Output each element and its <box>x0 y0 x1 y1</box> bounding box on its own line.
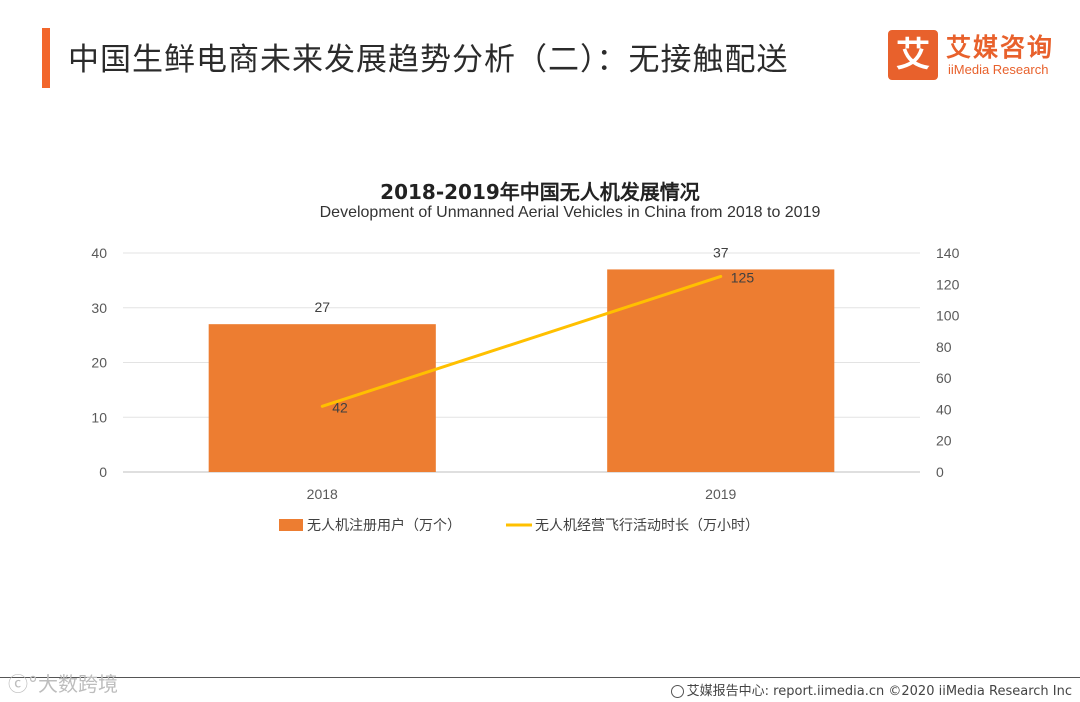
footer-source-text: 艾媒报告中心: report.iimedia.cn ©2020 iiMedia … <box>686 684 1072 699</box>
line-data-label: 42 <box>332 399 348 415</box>
iimedia-logo: 艾 艾媒咨询 iiMedia Research <box>888 28 1073 82</box>
bar-data-label: 37 <box>713 244 729 260</box>
right-axis-tick-label: 20 <box>936 433 952 449</box>
right-axis-tick-label: 0 <box>936 464 944 480</box>
x-axis-tick-label: 2019 <box>705 486 736 502</box>
footer-divider <box>0 677 1080 678</box>
page-title: 中国生鲜电商未来发展趋势分析（二）：无接触配送 <box>68 42 789 78</box>
line-series <box>320 274 723 408</box>
logo-mark: 艾 <box>888 30 938 80</box>
legend-label-bar: 无人机注册用户（万个） <box>307 517 461 534</box>
right-axis-tick-label: 100 <box>936 308 960 324</box>
left-axis-tick-label: 20 <box>91 355 107 371</box>
legend-swatch-bar <box>279 519 303 531</box>
right-axis-tick-label: 60 <box>936 370 952 386</box>
x-axis-tick-label: 2018 <box>307 486 338 502</box>
bar-2018 <box>208 324 436 472</box>
right-axis-tick-label: 140 <box>936 245 960 261</box>
right-axis-tick-label: 80 <box>936 339 952 355</box>
right-axis-tick-label: 120 <box>936 276 960 292</box>
chart-title: 2018-2019年中国无人机发展情况 <box>380 180 700 204</box>
logo-name-en: iiMedia Research <box>948 62 1049 77</box>
legend-label-line: 无人机经营飞行活动时长（万小时） <box>535 518 759 534</box>
left-axis-tick-label: 10 <box>91 409 107 425</box>
left-axis-tick-label: 30 <box>91 300 107 316</box>
bar-2019 <box>607 269 835 472</box>
globe-icon <box>670 685 684 698</box>
left-axis-tick-label: 40 <box>91 245 107 261</box>
chart-subtitle: Development of Unmanned Aerial Vehicles … <box>319 204 821 221</box>
bar-data-label: 27 <box>314 299 330 315</box>
line-data-label: 125 <box>731 269 755 285</box>
right-axis-tick-label: 40 <box>936 401 952 417</box>
left-axis-tick-label: 0 <box>99 464 107 480</box>
footer-source: 艾媒报告中心: report.iimedia.cn ©2020 iiMedia … <box>670 680 1072 699</box>
logo-name-cn: 艾媒咨询 <box>946 33 1055 62</box>
watermark: ⓒ°大数跨境 <box>8 672 118 696</box>
title-accent-bar <box>42 28 50 88</box>
